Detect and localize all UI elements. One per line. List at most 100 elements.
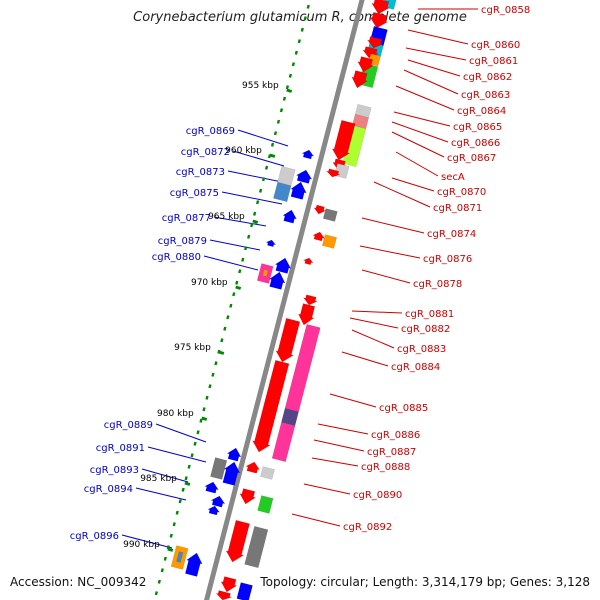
gene-label-forward: cgR_0892	[343, 522, 392, 533]
tick-label: 980 kbp	[157, 409, 194, 419]
ruler-tick	[218, 350, 225, 355]
gene-label-forward: cgR_0884	[391, 362, 440, 373]
forward-gene	[313, 204, 327, 215]
gene-label-forward: cgR_0881	[405, 309, 454, 320]
ruler-dot	[253, 211, 257, 216]
reverse-gene	[210, 457, 228, 480]
gene-label-reverse: cgR_0873	[176, 167, 225, 178]
forward-gene	[220, 576, 238, 593]
forward-gene	[322, 208, 338, 222]
ruler-dot	[294, 50, 298, 55]
forward-gene	[245, 461, 261, 474]
ruler-dot	[279, 108, 284, 113]
ruler-dot	[202, 407, 206, 412]
reverse-gene	[210, 495, 226, 508]
callout-line	[351, 310, 403, 314]
gene-label-reverse: cgR_0891	[96, 443, 145, 454]
ruler-dot	[184, 476, 188, 481]
ruler-dot	[175, 510, 179, 515]
reverse-gene	[290, 181, 307, 200]
ruler-dot	[297, 39, 301, 44]
ruler-dot	[250, 223, 254, 228]
callout-line	[232, 150, 285, 167]
reverse-gene	[273, 181, 292, 203]
backbone	[204, 0, 365, 600]
forward-gene	[312, 231, 326, 242]
gene-label-forward: cgR_0865	[453, 122, 502, 133]
callout-line	[407, 59, 461, 77]
gene-label-reverse: cgR_0889	[104, 420, 153, 431]
gene-label-forward: cgR_0885	[379, 403, 428, 414]
callout-line	[407, 29, 469, 45]
callout-line	[221, 191, 283, 205]
tick-label: 970 kbp	[191, 278, 228, 288]
forward-gene	[297, 303, 316, 326]
ruler-dot	[256, 200, 260, 205]
callout-line	[395, 85, 455, 111]
forward-gene	[321, 234, 338, 249]
forward-gene	[369, 11, 389, 29]
reverse-gene	[262, 269, 269, 277]
gene-label-forward: cgR_0870	[437, 187, 486, 198]
gene-label-forward: cgR_0878	[413, 279, 462, 290]
ruler-dot	[214, 361, 218, 366]
forward-gene	[302, 257, 314, 266]
gene-label-forward: cgR_0887	[367, 447, 416, 458]
ruler-dot	[157, 579, 161, 584]
tick-label: 965 kbp	[208, 212, 245, 222]
gene-label-reverse: cgR_0893	[90, 465, 139, 476]
ruler-dot	[285, 85, 290, 90]
ruler-tick	[286, 88, 293, 93]
ruler-dot	[169, 533, 173, 538]
ruler-dot	[288, 73, 292, 78]
callout-line	[291, 513, 341, 527]
callout-line	[121, 534, 173, 549]
ruler-dot	[300, 27, 304, 32]
gene-label-forward: cgR_0871	[433, 203, 482, 214]
reverse-gene	[265, 239, 277, 248]
ruler-dot	[163, 556, 167, 561]
callout-line	[303, 483, 351, 495]
ruler-dot	[190, 453, 194, 458]
ruler-dot	[247, 234, 251, 239]
ruler-dot	[306, 4, 310, 9]
ruler-dot	[172, 522, 176, 527]
ruler-tick	[252, 219, 259, 224]
reverse-gene	[204, 481, 219, 494]
callout-line	[373, 181, 431, 208]
gene-label-forward: cgR_0858	[481, 5, 530, 16]
gene-label-forward: cgR_0867	[447, 153, 496, 164]
callout-line	[393, 111, 451, 127]
ruler-dot	[181, 487, 185, 492]
ruler-layer: 955 kbp 960 kbp 965 kbp 970 kbp 975 kbp 980 k…	[123, 4, 310, 596]
tick-label: 985 kbp	[140, 474, 177, 484]
ruler-dot	[178, 499, 182, 504]
gene-label-forward: cgR_0882	[401, 324, 450, 335]
forward-gene	[275, 317, 301, 363]
ruler-dot	[166, 545, 170, 550]
callout-line	[209, 239, 261, 251]
callout-line	[313, 439, 365, 452]
tick-label: 955 kbp	[242, 81, 279, 91]
ruler-tick	[184, 481, 191, 486]
callout-line	[237, 129, 289, 147]
gene-label-reverse: cgR_0896	[70, 531, 119, 542]
gene-label-forward: cgR_0876	[423, 254, 472, 265]
ruler-dot	[276, 119, 281, 124]
callout-line	[147, 446, 207, 463]
forward-gene	[357, 56, 374, 73]
callout-line	[213, 216, 267, 227]
ruler-dot	[303, 16, 307, 21]
callout-line	[405, 47, 467, 61]
gene-label-forward: cgR_0866	[451, 138, 500, 149]
gene-label-forward: cgR_0861	[469, 56, 518, 67]
genes-layer	[170, 0, 397, 600]
gene-label-forward: cgR_0864	[457, 106, 506, 117]
reverse-gene	[274, 257, 292, 274]
callout-line	[361, 269, 411, 284]
ruler-dot	[211, 372, 215, 377]
reverse-gene	[226, 447, 242, 462]
ruler-dot	[229, 303, 233, 308]
ruler-dot	[220, 338, 224, 343]
